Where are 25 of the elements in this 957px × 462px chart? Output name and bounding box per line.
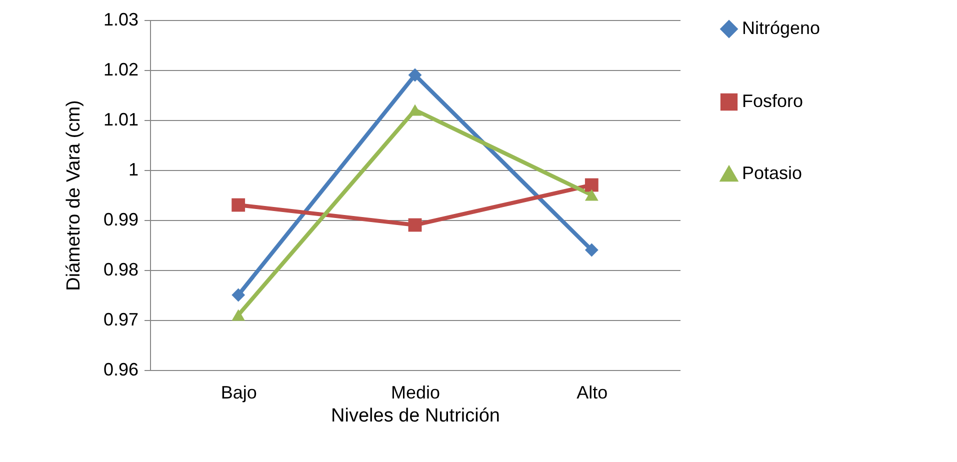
x-tick-label: Alto xyxy=(576,382,608,402)
point xyxy=(408,218,422,232)
point xyxy=(584,243,598,257)
y-tick-label: 1.01 xyxy=(103,110,138,130)
point xyxy=(232,309,246,321)
point xyxy=(408,68,422,82)
y-axis-title: Diámetro de Vara (cm) xyxy=(63,100,84,291)
y-tick-label: 1.02 xyxy=(103,60,138,80)
point xyxy=(408,104,422,116)
y-tick-label: 0.97 xyxy=(103,310,138,330)
point xyxy=(232,288,246,302)
legend-label: Fosforo xyxy=(742,91,804,111)
y-tick-label: 0.99 xyxy=(103,210,138,230)
point xyxy=(584,189,598,201)
y-tick-label: 1.03 xyxy=(103,10,138,30)
y-tick-label: 0.98 xyxy=(103,260,138,280)
x-tick-label: Bajo xyxy=(220,382,257,402)
y-tick-label: 0.96 xyxy=(103,360,138,380)
point xyxy=(232,198,246,212)
legend-label: Nitrógeno xyxy=(742,18,820,38)
x-tick-label: Medio xyxy=(390,382,440,402)
x-axis-title: Niveles de Nutrición xyxy=(331,406,500,426)
legend-label: Potasio xyxy=(742,163,802,183)
y-tick-label: 1 xyxy=(128,160,138,180)
point xyxy=(584,178,598,192)
